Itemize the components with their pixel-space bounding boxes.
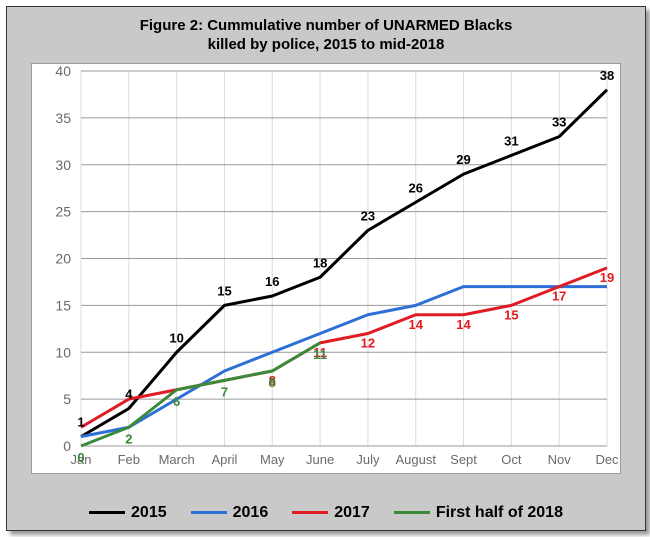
svg-text:5: 5 [63,391,71,407]
svg-text:July: July [356,452,380,467]
svg-text:6: 6 [173,394,180,409]
svg-text:14: 14 [408,317,423,332]
svg-text:16: 16 [265,274,279,289]
svg-text:14: 14 [456,317,471,332]
svg-text:25: 25 [55,204,71,220]
svg-text:Oct: Oct [501,452,522,467]
svg-text:26: 26 [408,180,422,195]
legend-swatch [89,511,125,514]
svg-text:23: 23 [361,208,375,223]
svg-text:33: 33 [552,115,566,130]
svg-text:4: 4 [125,387,133,402]
title-line-1: Figure 2: Cummulative number of UNARMED … [140,17,513,34]
svg-text:August: August [395,452,436,467]
svg-text:38: 38 [600,68,614,83]
legend-item: 2017 [292,504,370,521]
svg-text:0: 0 [77,450,84,465]
svg-text:8: 8 [269,375,276,390]
legend-swatch [292,511,328,514]
svg-text:29: 29 [456,152,470,167]
svg-text:15: 15 [504,307,518,322]
legend-label: 2016 [233,504,269,521]
chart-svg: 0510152025303540JanFebMarchAprilMayJuneJ… [31,63,621,474]
svg-text:35: 35 [55,110,71,126]
legend-item: 2015 [89,504,167,521]
svg-text:18: 18 [313,255,327,270]
legend: 2015 2016 2017 First half of 2018 [7,504,645,522]
chart-frame: Figure 2: Cummulative number of UNARMED … [6,6,646,531]
legend-swatch [394,511,430,514]
svg-text:10: 10 [169,330,183,345]
svg-text:12: 12 [361,336,375,351]
svg-text:1: 1 [77,415,84,430]
svg-text:10: 10 [55,344,71,360]
svg-text:30: 30 [55,157,71,173]
legend-item: 2016 [191,504,269,521]
svg-text:March: March [159,452,195,467]
svg-text:15: 15 [55,297,71,313]
legend-label: First half of 2018 [436,504,563,521]
svg-text:40: 40 [55,63,71,79]
svg-text:17: 17 [552,289,566,304]
svg-text:20: 20 [55,251,71,267]
svg-text:Dec: Dec [595,452,619,467]
svg-text:Nov: Nov [548,452,572,467]
legend-label: 2015 [131,504,167,521]
legend-label: 2017 [334,504,370,521]
svg-text:15: 15 [217,283,231,298]
legend-swatch [191,511,227,514]
svg-text:7: 7 [221,384,228,399]
svg-text:2: 2 [125,431,132,446]
chart-title: Figure 2: Cummulative number of UNARMED … [7,7,645,59]
svg-text:June: June [306,452,334,467]
plot-area: 0510152025303540JanFebMarchAprilMayJuneJ… [31,63,621,474]
svg-text:19: 19 [600,270,614,285]
title-line-2: killed by police, 2015 to mid-2018 [208,36,445,53]
legend-item: First half of 2018 [394,504,563,521]
svg-text:April: April [211,452,237,467]
svg-text:11: 11 [313,347,327,362]
svg-text:May: May [260,452,285,467]
svg-text:31: 31 [504,133,518,148]
svg-text:Sept: Sept [450,452,477,467]
svg-text:Feb: Feb [118,452,140,467]
